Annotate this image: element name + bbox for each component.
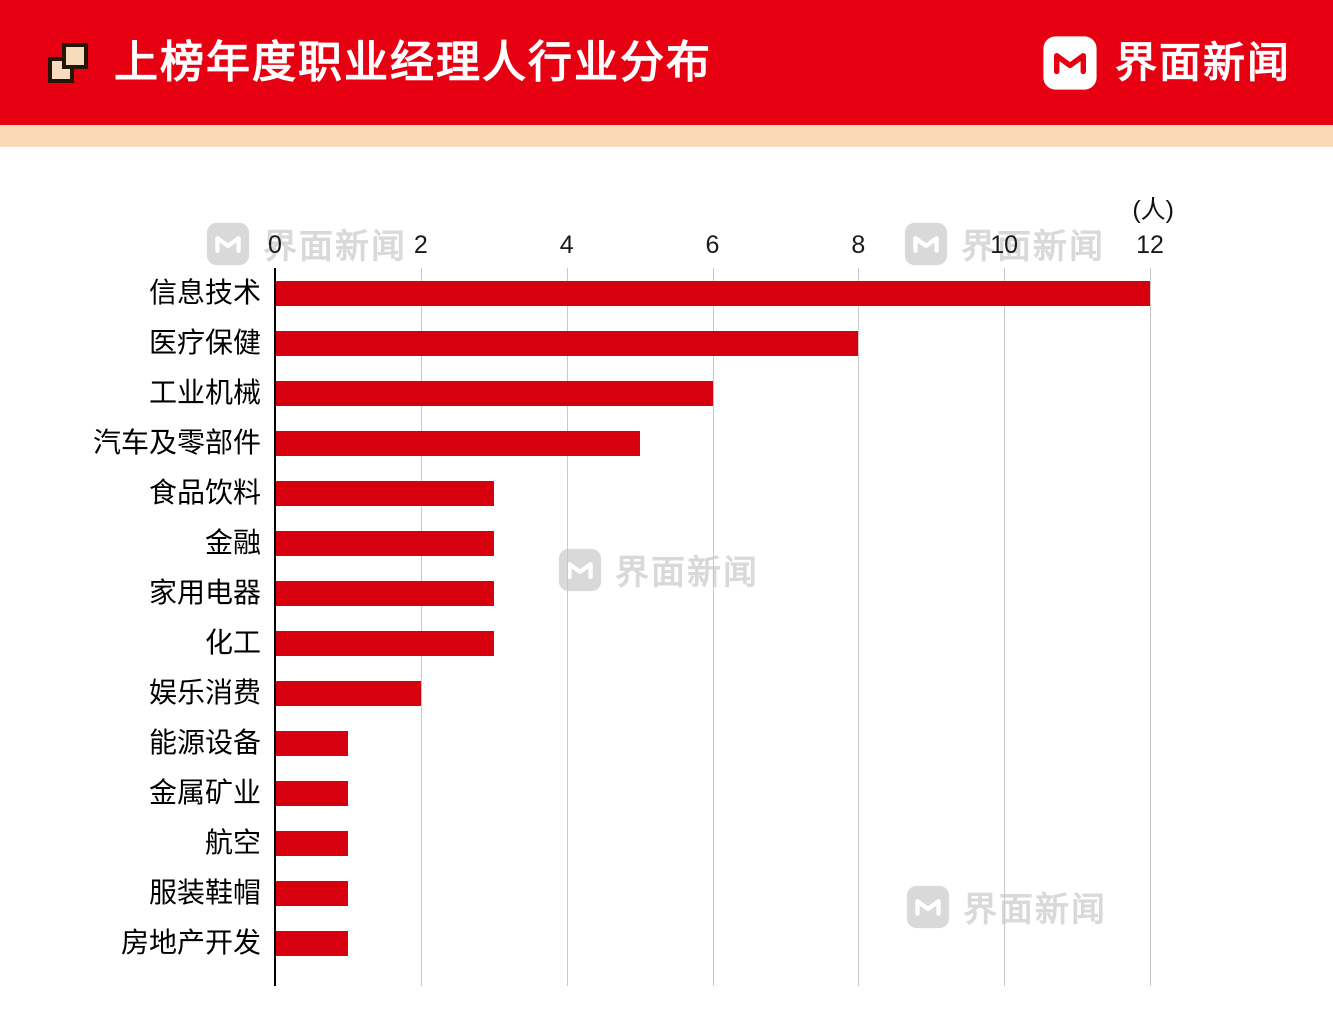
bar-row: 医疗保健 [149,318,1150,368]
bar [275,480,494,506]
jiemian-logo-icon [1043,35,1097,90]
bar [275,580,494,606]
bar [275,630,494,656]
bar [275,880,348,906]
brand: 界面新闻 [1041,34,1291,92]
bar-row: 金属矿业 [149,768,1150,818]
category-label: 信息技术 [148,277,261,308]
x-tick-label: 2 [413,231,428,259]
bar [275,680,421,706]
bar-row: 家用电器 [149,568,1150,618]
bar-chart: 界面新闻 界面新闻 界面新闻 界面新闻 (人) 信息技术 医疗保健 工业机械 汽车及零… [0,147,1333,1036]
category-label: 医疗保健 [148,327,261,358]
bar-row: 工业机械 [149,368,1150,418]
jiemian-watermark-icon [206,222,250,265]
axis-unit-label: (人) [1132,196,1174,224]
category-label: 服装鞋帽 [148,877,261,908]
layered-squares-icon-front [62,42,88,69]
y-axis-line [274,268,276,986]
brand-name: 界面新闻 [1114,38,1291,86]
x-tick-label: 8 [851,231,866,259]
bar [275,830,348,856]
category-label: 房地产开发 [120,927,261,958]
gridline [420,268,422,986]
bar-row: 能源设备 [149,718,1150,768]
category-label: 汽车及零部件 [92,427,261,458]
bar [275,930,348,956]
category-label: 食品饮料 [148,477,261,508]
bar [275,380,713,406]
bar-row: 服装鞋帽 [149,868,1150,918]
gridline [1004,268,1006,986]
x-tick-label: 0 [268,231,282,259]
bar [275,430,640,456]
bar-row: 食品饮料 [149,468,1150,518]
bar-row: 信息技术 [149,268,1150,318]
category-label: 金融 [204,527,261,558]
category-label: 能源设备 [148,727,261,758]
bar-row: 化工 [205,618,1150,668]
category-label: 航空 [204,827,261,858]
category-label: 娱乐消费 [148,677,261,708]
category-label: 金属矿业 [148,777,261,808]
header: 上榜年度职业经理人行业分布 界面新闻 [0,0,1333,125]
layered-squares-icon [48,42,88,83]
x-tick-label: 12 [1136,231,1164,259]
bar-rows: 信息技术医疗保健工业机械汽车及零部件食品饮料金融家用电器化工娱乐消费能源设备金属… [93,268,1150,968]
bar-row: 金融 [205,518,1150,568]
gridline [566,268,568,986]
title-wrap: 上榜年度职业经理人行业分布 [48,37,712,87]
gridline [858,268,860,986]
divider-strip [0,125,1333,147]
x-tick-label: 4 [559,231,574,259]
category-label: 家用电器 [148,577,261,608]
bar [275,280,1150,306]
gridline [1150,268,1151,986]
category-label: 工业机械 [148,377,261,408]
gridline [712,268,714,986]
bar [275,530,494,556]
bar [275,780,348,806]
plot-area: (人) 信息技术医疗保健工业机械汽车及零部件食品饮料金融家用电器化工娱乐消费能源… [93,198,1174,986]
bar-row: 航空 [205,818,1150,868]
bar [275,730,348,756]
x-tick-label: 10 [990,231,1019,259]
bar-row: 娱乐消费 [149,668,1150,718]
bar-row: 房地产开发 [121,918,1150,968]
bar-row: 汽车及零部件 [93,418,1150,468]
bar [275,330,859,356]
category-label: 化工 [204,627,261,658]
page-title: 上榜年度职业经理人行业分布 [114,37,712,87]
x-tick-label: 6 [705,231,720,259]
